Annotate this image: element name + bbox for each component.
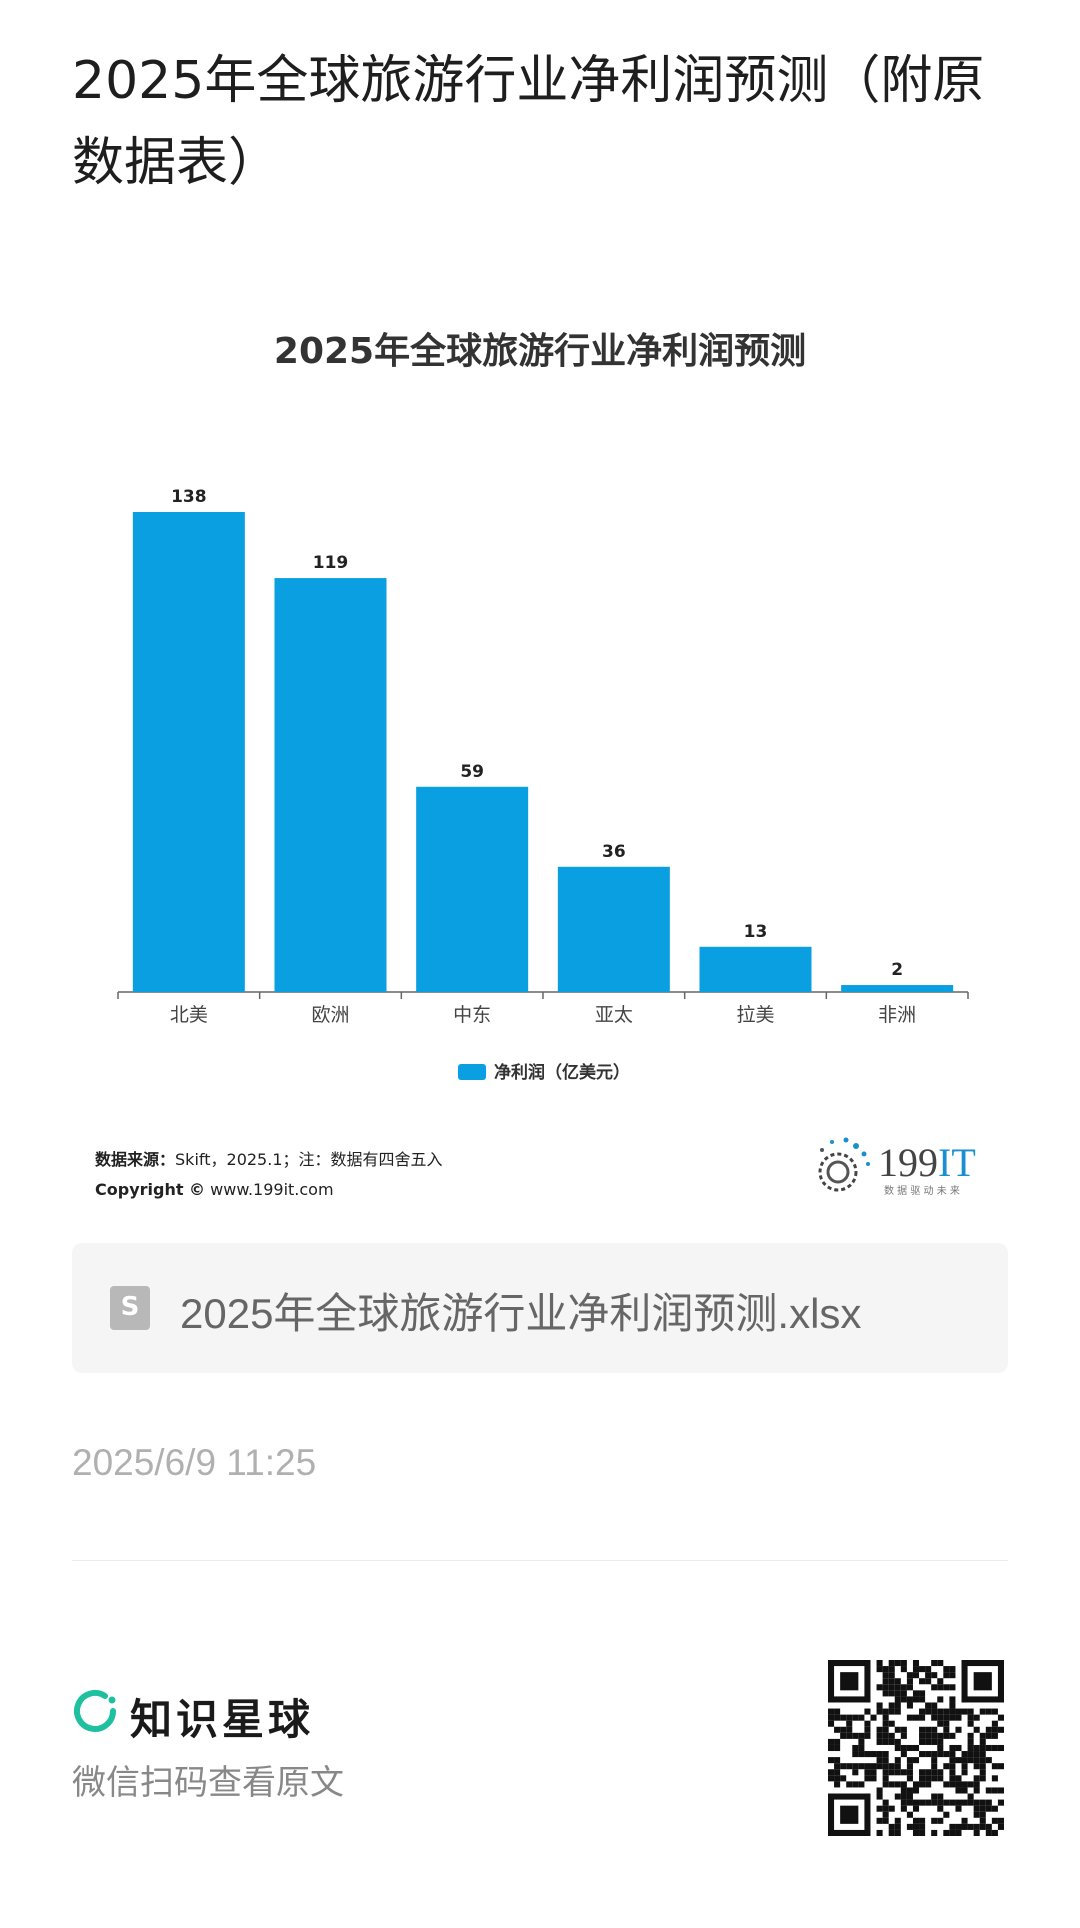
- x-tick-label: 中东: [453, 1004, 491, 1026]
- x-tick-label: 亚太: [595, 1004, 633, 1026]
- legend-swatch: [458, 1064, 486, 1080]
- legend-label: 净利润（亿美元）: [494, 1062, 630, 1083]
- x-tick-label: 非洲: [878, 1004, 916, 1026]
- bar-亚太: [557, 866, 670, 992]
- file-attachment-card[interactable]: S 2025年全球旅游行业净利润预测.xlsx: [72, 1243, 1008, 1373]
- post-title: 2025年全球旅游行业净利润预测（附原数据表）: [72, 51, 985, 193]
- 199it-logo: 199IT 数 据 驱 动 未 来: [818, 1137, 976, 1197]
- qr-code-icon[interactable]: [828, 1660, 1004, 1836]
- data-label: 59: [460, 762, 484, 782]
- data-label: 119: [313, 553, 349, 573]
- bar-中东: [416, 786, 529, 992]
- timestamp: 2025/6/9 11:25: [72, 1442, 317, 1483]
- logo-tagline: 数 据 驱 动 未 来: [884, 1184, 960, 1197]
- source-block: 数据来源：Skift，2025.1；注：数据有四舍五入 Copyright © …: [95, 1145, 443, 1205]
- copyright-label: Copyright ©: [95, 1180, 206, 1199]
- file-name[interactable]: 2025年全球旅游行业净利润预测.xlsx: [180, 1290, 862, 1337]
- bar-拉美: [699, 946, 812, 992]
- data-label: 13: [744, 922, 768, 942]
- source-text: Skift，2025.1；注：数据有四舍五入: [175, 1150, 443, 1169]
- ring-logo-icon: [74, 1689, 116, 1732]
- brand-name: 知识星球: [130, 1695, 315, 1744]
- chart-title: 2025年全球旅游行业净利润预测: [273, 331, 807, 372]
- x-tick-label: 欧洲: [311, 1004, 349, 1026]
- bar-欧洲: [274, 578, 387, 992]
- logo-text: 199IT: [878, 1140, 976, 1185]
- copyright-url: www.199it.com: [210, 1180, 334, 1199]
- scan-hint: 微信扫码查看原文: [72, 1763, 344, 1803]
- divider: [72, 1560, 1008, 1561]
- data-label: 2: [891, 960, 903, 980]
- data-label: 36: [602, 842, 626, 862]
- data-label: 138: [171, 487, 207, 507]
- dot-swirl-logo-icon: [818, 1137, 870, 1192]
- spreadsheet-s-icon: S: [110, 1286, 150, 1330]
- bar-非洲: [841, 985, 954, 992]
- x-tick-label: 北美: [170, 1004, 208, 1026]
- x-tick-label: 拉美: [736, 1004, 774, 1026]
- source-label: 数据来源：: [95, 1150, 176, 1169]
- bar-北美: [132, 512, 245, 992]
